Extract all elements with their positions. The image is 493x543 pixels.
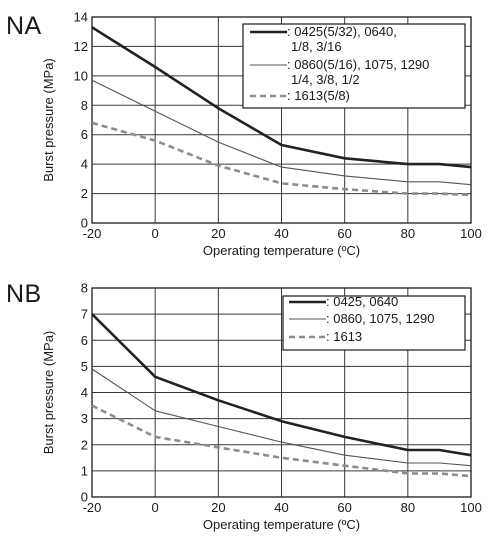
x-tick-label: 0 <box>152 500 159 515</box>
y-tick-label: 4 <box>81 385 88 400</box>
panel-label-nb: NB <box>6 282 42 307</box>
y-tick-label: 7 <box>81 307 88 322</box>
y-tick-label: 5 <box>81 359 88 374</box>
panel-label-na: NA <box>6 14 42 39</box>
legend-label-na-1: : 0425(5/32), 0640, <box>287 24 397 39</box>
y-tick-label: 12 <box>74 39 88 54</box>
legend-nb: : 0425, 0640 : 0860, 1075, 1290 : 1613 <box>283 294 465 350</box>
x-tick-label: 80 <box>401 226 415 241</box>
x-tick-label: 60 <box>337 226 351 241</box>
y-tick-label: 1 <box>81 463 88 478</box>
x-axis-title: Operating temperature (ºC) <box>203 243 360 258</box>
x-tick-label: 100 <box>460 500 482 515</box>
y-tick-label: 8 <box>81 281 88 296</box>
y-tick-label: 6 <box>81 127 88 142</box>
y-tick-label: 4 <box>81 157 88 172</box>
legend-label-na-2: : 0860(5/16), 1075, 1290 <box>287 57 429 72</box>
x-tick-label: 80 <box>401 500 415 515</box>
x-tick-label: 0 <box>152 226 159 241</box>
y-tick-label: 14 <box>74 10 88 25</box>
x-tick-label: 60 <box>337 500 351 515</box>
y-axis-title: Burst pressure (MPa) <box>41 331 56 455</box>
y-tick-label: 2 <box>81 437 88 452</box>
legend-label-nb-2: : 0860, 1075, 1290 <box>326 311 434 326</box>
x-tick-label: 40 <box>274 226 288 241</box>
y-tick-label: 8 <box>81 98 88 113</box>
legend-label-nb-3: : 1613 <box>326 329 362 344</box>
x-tick-label: 40 <box>274 500 288 515</box>
legend-label-nb-1: : 0425, 0640 <box>326 294 398 309</box>
y-axis-title: Burst pressure (MPa) <box>41 58 56 182</box>
legend-na: : 0425(5/32), 0640,1/8, 3/16 : 0860(5/16)… <box>243 24 465 108</box>
legend-label-na-1: 1/8, 3/16 <box>291 39 342 54</box>
y-tick-label: 3 <box>81 411 88 426</box>
y-tick-label: 0 <box>81 216 88 231</box>
y-tick-label: 2 <box>81 186 88 201</box>
x-tick-label: 20 <box>211 226 225 241</box>
y-tick-label: 10 <box>74 68 88 83</box>
y-tick-label: 0 <box>81 490 88 505</box>
legend-label-na-2: 1/4, 3/8, 1/2 <box>291 72 360 87</box>
x-tick-label: 100 <box>460 226 482 241</box>
y-tick-label: 6 <box>81 333 88 348</box>
x-axis-title: Operating temperature (ºC) <box>203 517 360 532</box>
x-tick-label: 20 <box>211 500 225 515</box>
legend-label-na-3: : 1613(5/8) <box>287 88 350 103</box>
